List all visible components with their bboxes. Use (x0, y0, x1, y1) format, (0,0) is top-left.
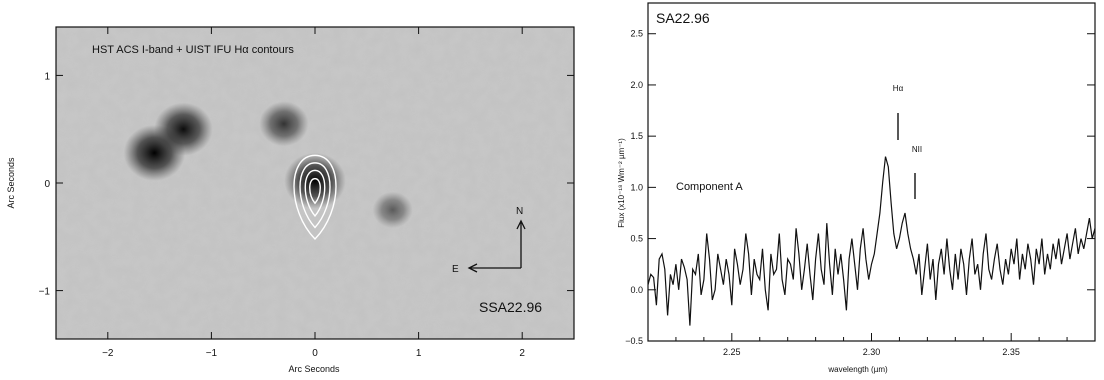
spectrum-x-tick-label: 2.25 (723, 347, 741, 357)
spectrum-y-tick-label: 1.0 (630, 182, 643, 192)
compass-east: E (452, 264, 459, 275)
image-x-tick-label: −2 (102, 348, 114, 359)
spectrum-object-label: SA22.96 (656, 10, 710, 26)
spectrum-y-tick-label: 0.5 (630, 234, 643, 244)
halpha-contours (293, 154, 337, 240)
galaxy-source-1 (154, 102, 213, 156)
galaxy-source-3 (284, 152, 346, 209)
compass-north: N (516, 206, 523, 217)
spectrum-x-ticks: 2.25 2.30 2.35 (675, 333, 1068, 357)
image-ylabel: Arc Seconds (6, 157, 16, 209)
spectrum-series-line (648, 156, 1095, 326)
contour-level-1 (299, 162, 331, 229)
galaxy-source-4 (372, 191, 413, 229)
spectrum-ylabel: Flux (x10⁻¹⁸ Wm⁻² µm⁻¹) (617, 138, 626, 228)
compass: N E (452, 206, 526, 275)
spectrum-y-tick-label: 0.0 (630, 285, 643, 295)
spectrum-y-ticks: −0.5 0.0 0.5 1.0 1.5 2.0 2.5 (625, 29, 1095, 346)
spectrum-frame (647, 2, 1096, 342)
spectrum-x-tick-label: 2.30 (863, 347, 881, 357)
image-y-tick-label: 1 (44, 71, 50, 82)
spectrum-panel: 2.25 2.30 2.35 −0.5 0.0 0.5 1.0 1.5 2.0 2.5 SA22… (617, 2, 1096, 374)
galaxy-sources (123, 101, 413, 229)
contour-level-3 (309, 177, 321, 205)
image-x-tick-label: −1 (206, 348, 218, 359)
component-label: Component A (676, 181, 743, 193)
contour-level-2 (304, 169, 326, 218)
spectrum-y-tick-label: 2.5 (630, 29, 643, 39)
image-x-tick-label: 1 (416, 348, 422, 359)
spectrum-y-tick-label: −0.5 (625, 336, 643, 346)
spectrum-x-tick-label: 2.35 (1002, 347, 1020, 357)
image-x-tick-label: 2 (519, 348, 525, 359)
spectrum-xlabel: wavelength (µm) (827, 365, 888, 374)
spectrum-y-tick-label: 1.5 (630, 131, 643, 141)
contour-level-0 (293, 154, 337, 240)
image-object-label: SSA22.96 (479, 299, 542, 315)
image-y-tick-label: −1 (39, 287, 51, 298)
nii-label: NII (912, 145, 922, 154)
halpha-label: Hα (893, 84, 904, 93)
image-x-tick-label: 0 (312, 348, 318, 359)
image-y-tick-label: 0 (44, 179, 50, 190)
spectrum-y-tick-label: 2.0 (630, 80, 643, 90)
image-caption: HST ACS I-band + UIST IFU Hα contours (92, 44, 294, 56)
image-panel: −2 −1 0 1 2 1 0 −1 HST ACS I-band + UIST IFU H… (6, 26, 575, 374)
galaxy-source-2 (259, 101, 309, 147)
image-xlabel: Arc Seconds (288, 364, 340, 374)
image-x-ticks: −2 −1 0 1 2 (102, 27, 525, 359)
image-y-ticks: 1 0 −1 (39, 71, 574, 298)
